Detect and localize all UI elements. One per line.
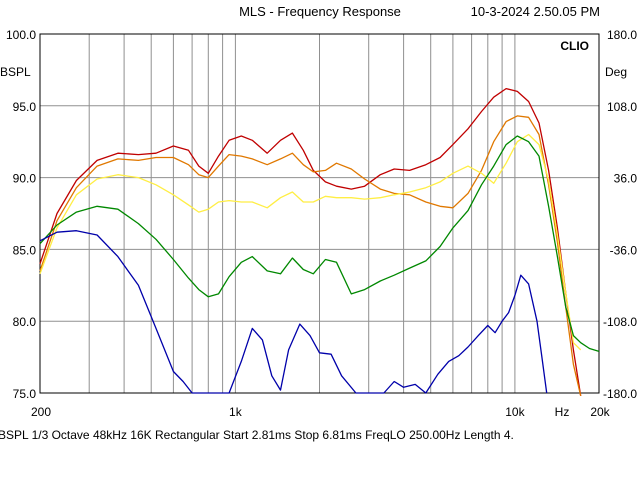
measurement-settings-footer: BSPL 1/3 Octave 48kHz 16K Rectangular St… — [0, 428, 514, 442]
series-line-2 — [39, 115, 582, 397]
series-lines — [39, 87, 600, 397]
y-tick-label: 95.0 — [13, 100, 37, 114]
y-tick-label: 85.0 — [13, 243, 37, 257]
y2-tick-label: 180.0 — [607, 28, 637, 42]
x-tick-label: 1k — [229, 405, 243, 419]
left-axis-unit: BSPL — [0, 65, 31, 79]
y-tick-label: 90.0 — [13, 172, 37, 186]
y2-tick-label: 108.0 — [607, 100, 637, 114]
y-tick-label: 80.0 — [13, 315, 37, 329]
grid — [40, 34, 599, 393]
y2-tick-label: -108.0 — [603, 315, 637, 329]
plot-frame — [39, 33, 600, 394]
series-line-4 — [39, 135, 600, 353]
y2-tick-label: -180.0 — [603, 387, 637, 401]
chart-title: MLS - Frequency Response — [239, 4, 401, 19]
x-tick-label: 20k — [590, 405, 610, 419]
timestamp: 10-3-2024 2.50.05 PM — [471, 4, 600, 19]
y-tick-label: 100.0 — [6, 28, 36, 42]
clio-brand-label: CLIO — [560, 39, 589, 53]
y2-tick-label: -36.0 — [610, 243, 638, 257]
x-tick-label: 10k — [505, 405, 525, 419]
y-tick-label: 75.0 — [13, 387, 37, 401]
series-line-3 — [39, 133, 582, 351]
y2-tick-label: 36.0 — [614, 172, 638, 186]
series-line-5 — [39, 230, 548, 394]
right-axis-unit: Deg — [605, 65, 627, 79]
tick-labels: 100.0 95.0 90.0 85.0 80.0 75.0 180.0 108.0 36.0 -… — [6, 28, 637, 419]
x-tick-label: Hz — [555, 405, 570, 419]
x-tick-label: 200 — [31, 405, 51, 419]
series-line-1 — [39, 87, 582, 397]
